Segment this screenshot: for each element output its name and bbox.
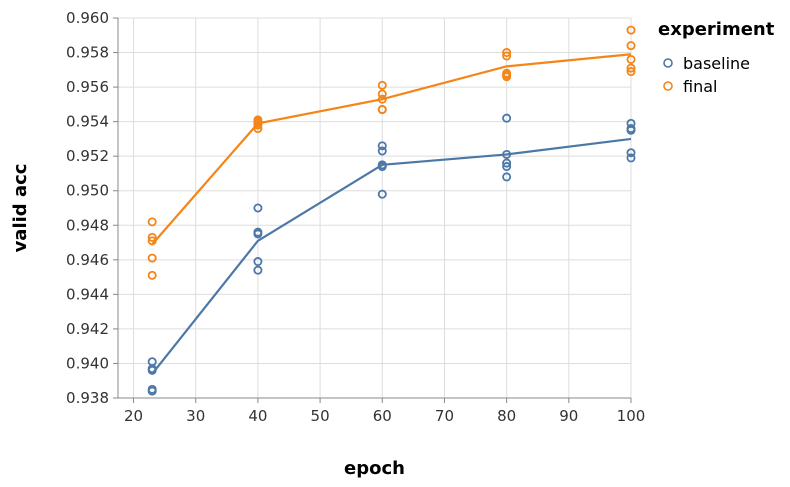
data-point-baseline [626, 125, 636, 135]
legend-symbol-baseline [663, 58, 673, 68]
y-tick-label: 0.940 [66, 354, 109, 372]
data-point-final [377, 89, 387, 99]
legend-title: experiment [658, 19, 775, 40]
series-line-final [151, 53, 632, 245]
data-point-final [147, 217, 157, 227]
x-tick-label: 60 [373, 407, 392, 425]
x-tick-label: 20 [124, 407, 143, 425]
y-tick-label: 0.952 [66, 147, 109, 165]
data-point-final [253, 124, 263, 134]
data-point-baseline [377, 146, 387, 156]
data-point-baseline [502, 172, 512, 182]
grid [118, 17, 632, 399]
data-point-baseline [377, 189, 387, 199]
data-point-baseline [147, 386, 157, 396]
data-point-baseline [377, 162, 387, 172]
data-point-baseline [626, 148, 636, 158]
data-point-final [377, 105, 387, 115]
y-tick-label: 0.942 [66, 320, 109, 338]
data-point-final [626, 54, 636, 64]
data-point-final [502, 51, 512, 61]
series-line-baseline [151, 137, 632, 375]
x-tick-label: 100 [617, 407, 646, 425]
x-tick-label: 90 [559, 407, 578, 425]
data-point-final [147, 270, 157, 280]
legend-label-baseline: baseline [683, 54, 750, 73]
data-point-final [147, 236, 157, 246]
data-point-baseline [502, 113, 512, 123]
data-point-baseline [502, 158, 512, 168]
data-point-final [377, 80, 387, 90]
x-tick-label: 30 [186, 407, 205, 425]
data-point-final [502, 48, 512, 58]
data-point-baseline [253, 203, 263, 213]
data-point-baseline [502, 149, 512, 159]
y-axis-title: valid acc [10, 164, 31, 253]
y-tick-label: 0.938 [66, 389, 109, 407]
data-point-baseline [253, 265, 263, 275]
plot-area [147, 25, 636, 396]
data-point-final [147, 232, 157, 242]
axes: 20 30 40 50 60 70 80 90 100 0.938 0.940 0.942 0.944 0… [66, 9, 645, 425]
x-tick-label: 40 [248, 407, 267, 425]
y-tick-label: 0.960 [66, 9, 109, 27]
y-tick-label: 0.954 [66, 113, 109, 131]
x-tick-label: 80 [497, 407, 516, 425]
data-point-final [626, 67, 636, 77]
data-point-final [626, 25, 636, 35]
y-tick-label: 0.948 [66, 216, 109, 234]
y-tick-label: 0.958 [66, 44, 109, 62]
y-tick-label: 0.956 [66, 78, 109, 96]
x-tick-label: 50 [311, 407, 330, 425]
data-point-final [253, 120, 263, 130]
y-tick-label: 0.944 [66, 285, 109, 303]
legend-symbol-final [663, 81, 673, 91]
legend-label-final: final [683, 77, 717, 96]
data-point-final [377, 94, 387, 104]
data-point-baseline [377, 141, 387, 151]
y-tick-label: 0.950 [66, 182, 109, 200]
data-point-baseline [626, 153, 636, 163]
data-point-final [626, 41, 636, 51]
data-point-final [502, 72, 512, 82]
y-tick-label: 0.946 [66, 251, 109, 269]
x-axis-title: epoch [344, 458, 405, 479]
data-point-baseline [253, 229, 263, 239]
data-point-baseline [253, 257, 263, 267]
data-point-baseline [147, 365, 157, 375]
x-tick-label: 70 [435, 407, 454, 425]
data-point-final [147, 253, 157, 263]
data-point-final [626, 63, 636, 73]
legend: experiment baseline final [658, 19, 775, 96]
data-point-baseline [502, 162, 512, 172]
